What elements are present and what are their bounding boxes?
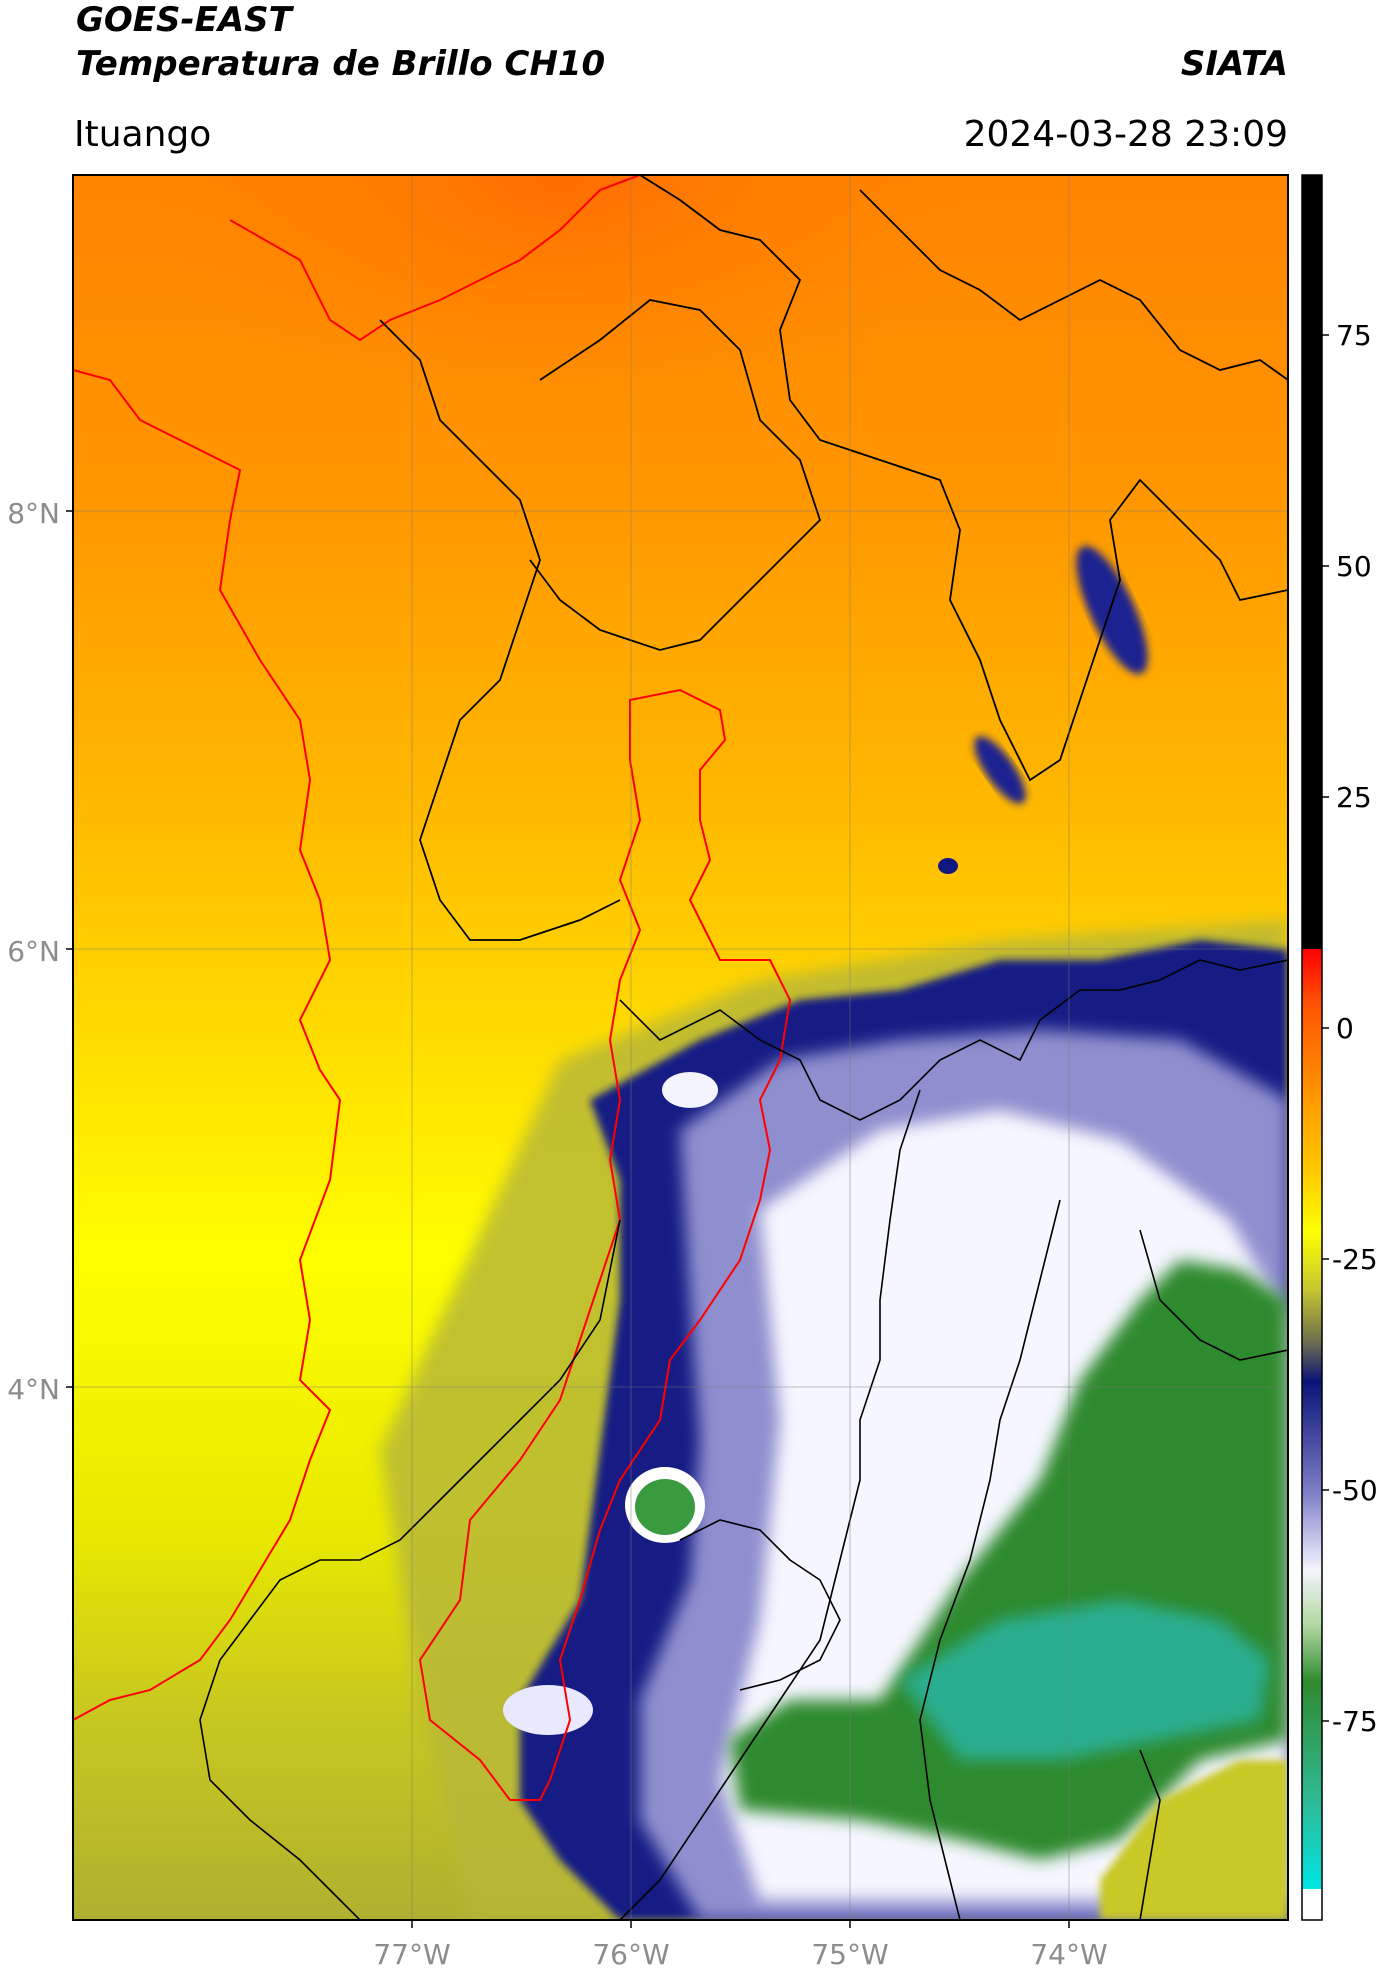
lat-tick-label: 4°N	[7, 1373, 60, 1406]
region-label: Ituango	[74, 114, 212, 155]
colorbar-tick-label: -50	[1332, 1474, 1378, 1507]
colorbar-tick-label: -75	[1332, 1705, 1378, 1738]
lat-tick-label: 6°N	[7, 935, 60, 968]
lon-axis: 77°W 76°W 75°W 74°W	[373, 1920, 1108, 1971]
colorbar-tick-label: 25	[1336, 781, 1372, 814]
product-title: Temperatura de Brillo CH10	[76, 44, 606, 84]
lon-tick-label: 75°W	[811, 1938, 888, 1971]
colorbar-tick-label: 50	[1336, 550, 1372, 583]
lon-tick-label: 76°W	[592, 1938, 669, 1971]
brightness-temperature-field	[73, 175, 1288, 1920]
satellite-title: GOES-EAST	[76, 0, 292, 40]
colorbar-cold-segment	[1302, 949, 1322, 1889]
colorbar-tick-label: 0	[1336, 1012, 1354, 1045]
colorbar-tick-label: -25	[1332, 1243, 1378, 1276]
gridlines	[73, 175, 1288, 1920]
colorbar: 75 50 25 0 -25 -50 -75	[1301, 174, 1378, 1921]
agency-label: SIATA	[1180, 44, 1288, 84]
lat-axis: 8°N 6°N 4°N	[7, 497, 73, 1406]
colorbar-tick-label: 75	[1336, 319, 1372, 352]
lon-tick-label: 74°W	[1030, 1938, 1107, 1971]
lat-tick-label: 8°N	[7, 497, 60, 530]
map-frame	[72, 174, 1289, 1921]
lon-tick-label: 77°W	[373, 1938, 450, 1971]
colorbar-warm-segment	[1302, 175, 1322, 949]
datetime-label: 2024-03-28 23:09	[963, 114, 1288, 155]
colorbar-white-cap	[1302, 1889, 1322, 1920]
